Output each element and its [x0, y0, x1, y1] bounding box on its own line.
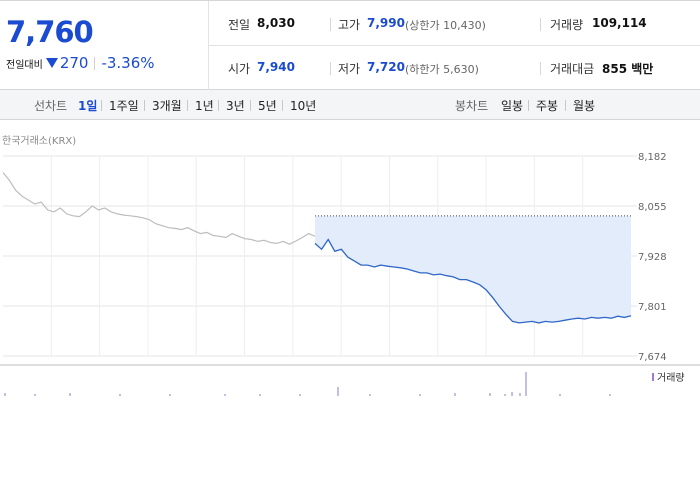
y-tick-label: 8,055 [638, 202, 667, 213]
y-tick-label: 7,674 [638, 352, 667, 363]
y-axis: 8,182 8,055 7,928 7,801 7,674 [638, 152, 667, 363]
change-label: 전일대비 [6, 59, 43, 71]
stats-divider [209, 45, 700, 46]
high-label: 고가 [338, 18, 361, 32]
change-row: 전일대비 270 -3.36% [6, 53, 155, 73]
lower-limit: (하한가 5,630) [405, 63, 479, 76]
volume-legend-swatch [652, 373, 654, 381]
divider [565, 100, 566, 111]
line-chart-label: 선차트 [34, 99, 68, 113]
divider [218, 100, 219, 111]
prev-day-series-line [2, 172, 316, 245]
down-triangle-icon [45, 58, 58, 68]
candle-weekly[interactable]: 주봉 [536, 99, 559, 113]
candle-chart-label: 봉차트 [455, 99, 489, 113]
divider [144, 100, 145, 111]
divider [282, 100, 283, 111]
y-tick-label: 8,182 [638, 152, 667, 163]
period-bar: 선차트 1일 1주일 3개월 1년 3년 5년 10년 봉차트 일봉 주봉 월봉 [0, 90, 700, 120]
open-label: 시가 [228, 62, 251, 76]
period-1w[interactable]: 1주일 [109, 99, 139, 113]
y-tick-label: 7,928 [638, 252, 667, 263]
price-chart: 한국거래소(KRX) 8,182 8,055 7,928 7,801 7,674 거래량 [0, 121, 700, 401]
period-1y[interactable]: 1년 [195, 99, 214, 113]
current-price: 7,760 [6, 15, 94, 49]
period-1d[interactable]: 1일 [78, 99, 98, 113]
change-fill-area [315, 215, 631, 323]
y-tick-label: 7,801 [638, 302, 667, 313]
volume-area: 거래량 [4, 372, 685, 396]
prev-close-value: 8,030 [257, 16, 295, 30]
volume-label: 거래량 [550, 18, 584, 32]
volume-legend-label: 거래량 [657, 372, 685, 384]
period-3y[interactable]: 3년 [226, 99, 245, 113]
prev-close-label: 전일 [228, 18, 251, 32]
divider [330, 18, 331, 31]
chart-canvas: 8,182 8,055 7,928 7,801 7,674 거래량 [0, 152, 700, 396]
divider [540, 62, 541, 75]
low-value: 7,720 [367, 60, 405, 74]
divider [187, 100, 188, 111]
price-summary: 7,760 전일대비 270 -3.36% 전일 8,030 고가 7,990 … [0, 0, 700, 90]
turnover-value: 855 백만 [602, 62, 654, 76]
current-price-box: 7,760 전일대비 270 -3.36% [0, 1, 209, 90]
change-percent: -3.36% [101, 54, 155, 72]
divider [528, 100, 529, 111]
divider [330, 62, 331, 75]
volume-value: 109,114 [592, 16, 647, 30]
divider [540, 18, 541, 31]
chart-fill [315, 215, 631, 323]
divider [250, 100, 251, 111]
period-3m[interactable]: 3개월 [152, 99, 182, 113]
change-value: 270 [59, 54, 89, 72]
period-5y[interactable]: 5년 [258, 99, 277, 113]
current-day-series-line [314, 238, 632, 324]
period-10y[interactable]: 10년 [290, 99, 317, 113]
data-source-label: 한국거래소(KRX) [2, 136, 77, 147]
chart-series [2, 172, 632, 324]
high-value: 7,990 [367, 16, 405, 30]
divider [101, 100, 102, 111]
open-value: 7,940 [257, 60, 295, 74]
candle-daily[interactable]: 일봉 [501, 99, 524, 113]
change-divider [94, 56, 96, 70]
low-label: 저가 [338, 62, 361, 76]
candle-monthly[interactable]: 월봉 [573, 99, 596, 113]
turnover-label: 거래대금 [550, 62, 595, 76]
upper-limit: (상한가 10,430) [405, 19, 486, 32]
